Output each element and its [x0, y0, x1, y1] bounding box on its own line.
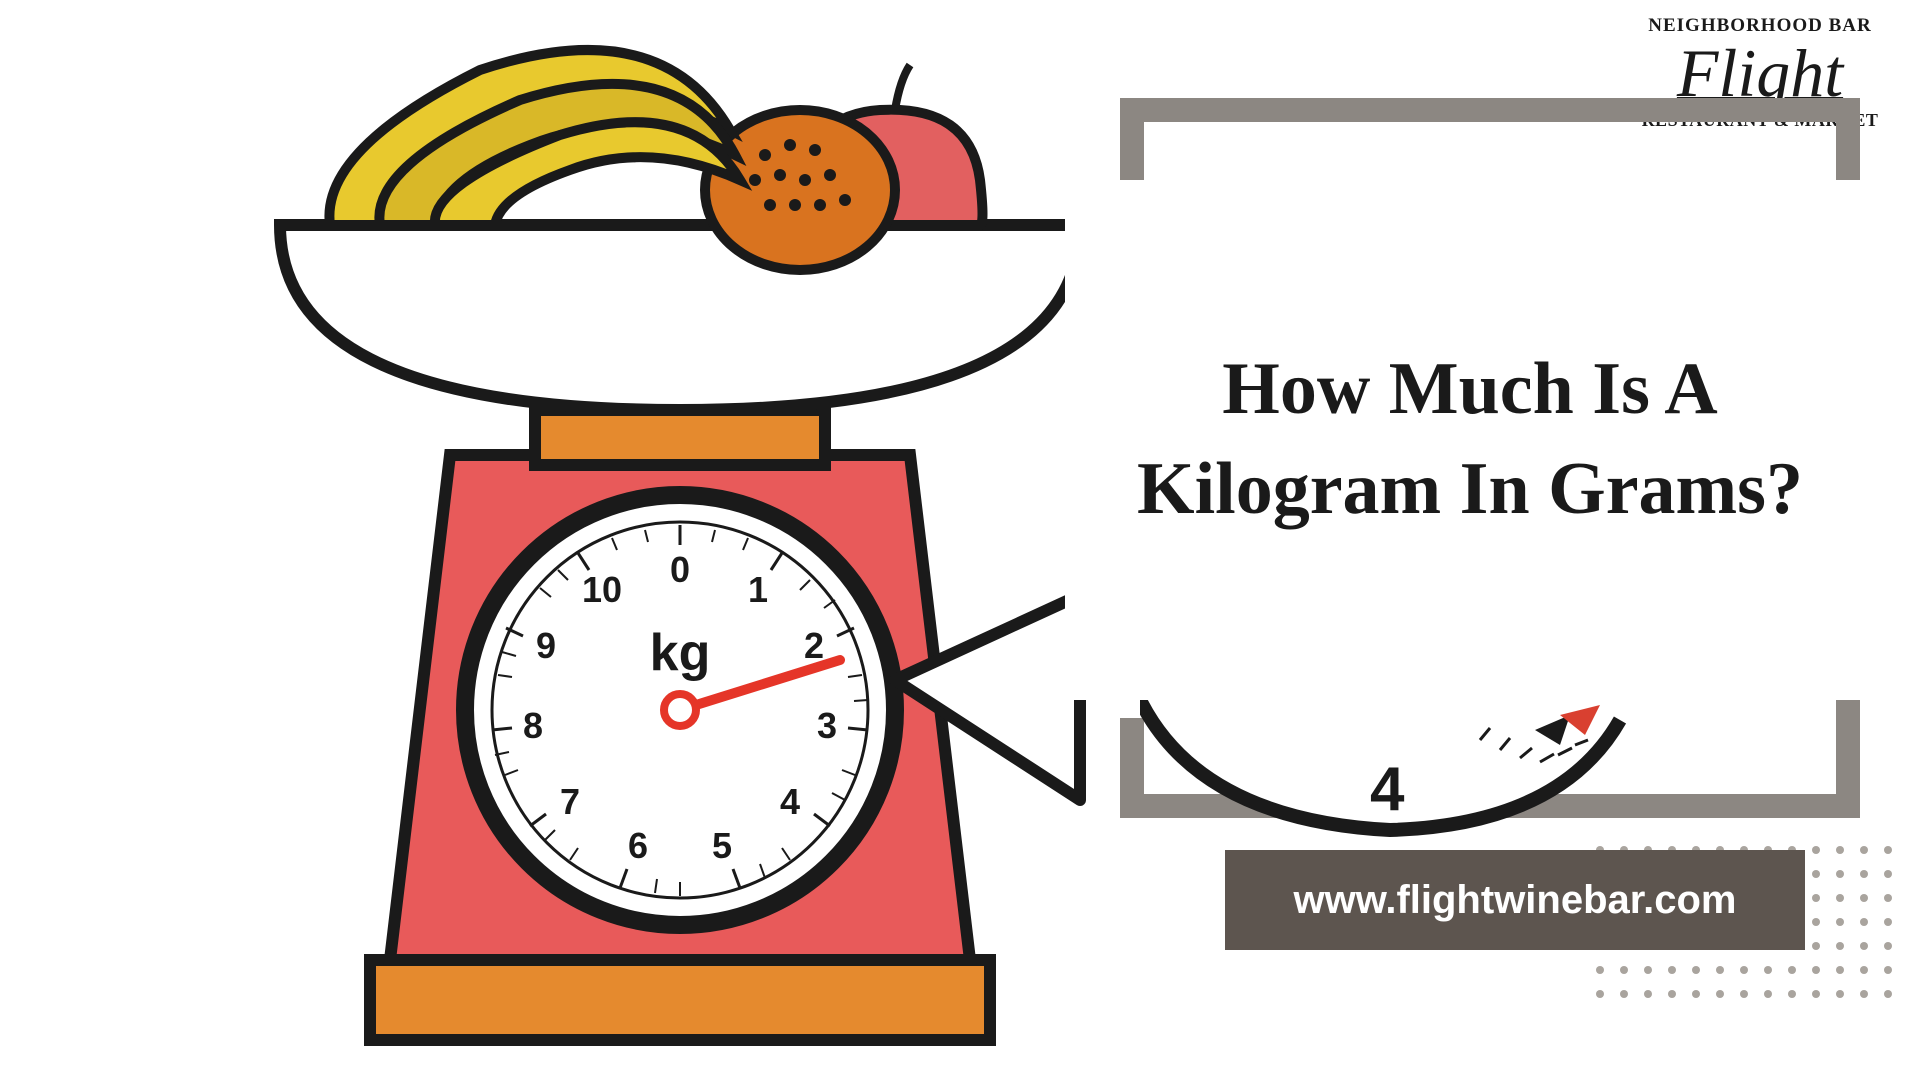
- url-bar: www.flightwinebar.com: [1225, 850, 1805, 950]
- url-text: www.flightwinebar.com: [1293, 878, 1736, 923]
- dial-num-8: 8: [523, 705, 543, 746]
- dial-num-4: 4: [780, 781, 800, 822]
- partial-dial-number: 4: [1370, 755, 1405, 824]
- question-card: How Much Is A Kilogram In Grams?: [1065, 180, 1875, 700]
- dial-num-5: 5: [712, 825, 732, 866]
- question-text: How Much Is A Kilogram In Grams?: [1105, 340, 1835, 540]
- unit-label: kg: [650, 624, 711, 682]
- dial-num-3: 3: [817, 705, 837, 746]
- logo-mid-text: Flight: [1620, 43, 1900, 104]
- dial-num-6: 6: [628, 825, 648, 866]
- scale-illustration: 0 1 2 3 4 5 6 7 8 9 10 kg: [260, 40, 1100, 1060]
- logo-top-text: NEIGHBORHOOD BAR: [1620, 15, 1900, 37]
- dial-num-9: 9: [536, 625, 556, 666]
- dial-num-1: 1: [748, 569, 768, 610]
- dial-num-7: 7: [560, 781, 580, 822]
- partial-dial-graphic: 4: [1140, 700, 1640, 840]
- dial-num-0: 0: [670, 549, 690, 590]
- dial-num-2: 2: [804, 625, 824, 666]
- dial-num-10: 10: [582, 569, 622, 610]
